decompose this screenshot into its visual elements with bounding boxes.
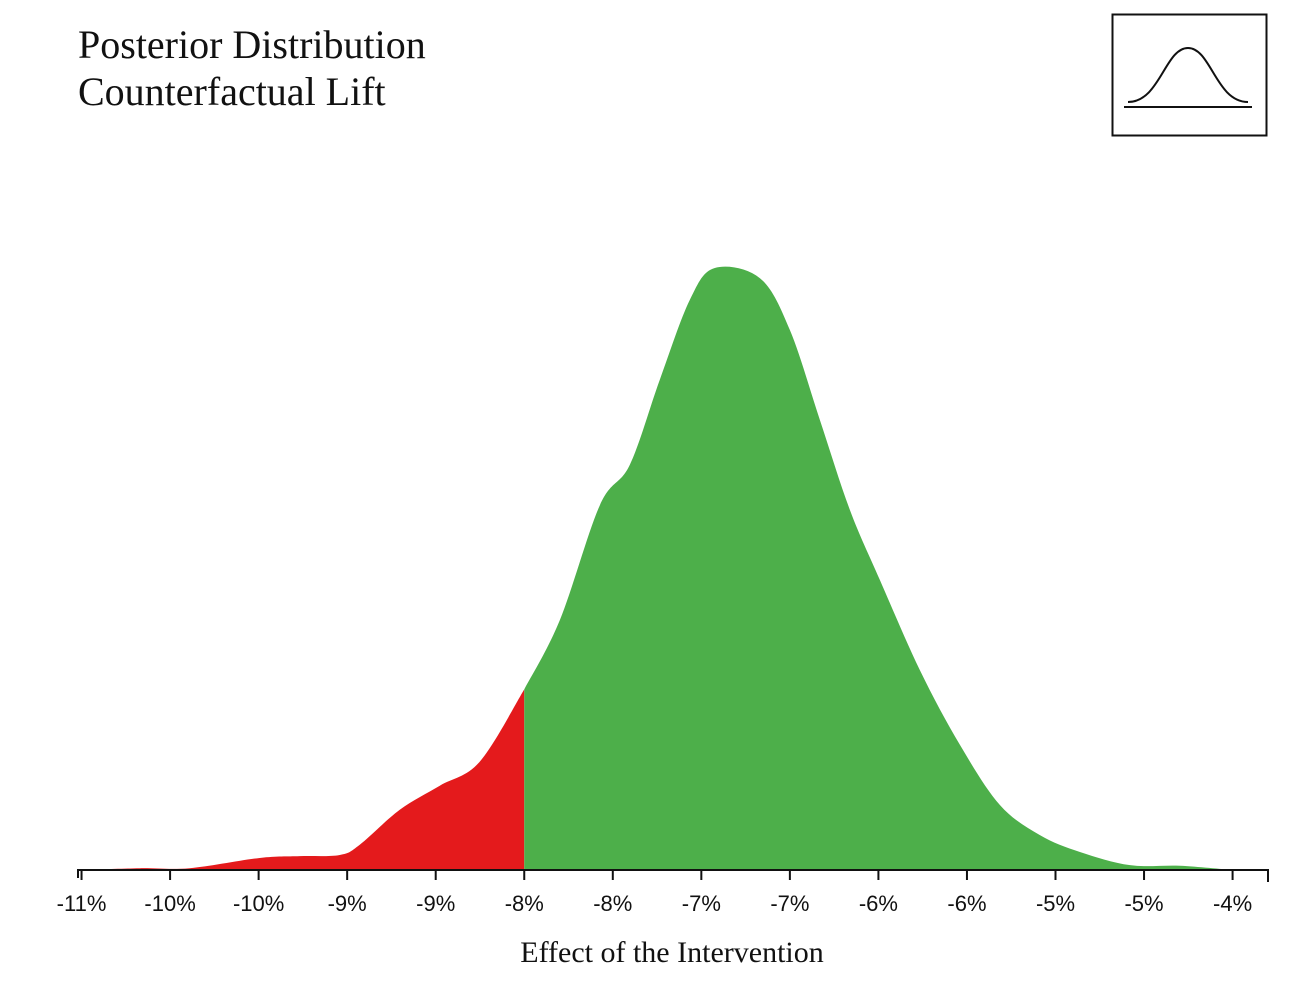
x-tick-label: -11%: [57, 891, 107, 916]
density-area-above: [524, 266, 1233, 871]
x-tick-label: -8%: [593, 891, 632, 916]
distribution-icon: [1111, 13, 1268, 137]
x-tick-label: -10%: [144, 891, 195, 916]
x-tick-label: -7%: [682, 891, 721, 916]
chart-title: Posterior Distribution: [78, 22, 426, 67]
density-area-below: [81, 689, 525, 870]
x-tick-label: -5%: [1036, 891, 1075, 916]
x-tick-label: -4%: [1213, 891, 1252, 916]
x-tick-label: -8%: [505, 891, 544, 916]
x-axis-label: Effect of the Intervention: [520, 936, 824, 969]
x-axis-line: [77, 869, 1269, 882]
x-tick-label: -9%: [416, 891, 455, 916]
x-tick-label: -5%: [1124, 891, 1163, 916]
x-tick-label: -10%: [233, 891, 284, 916]
chart-subtitle: Counterfactual Lift: [78, 69, 386, 114]
x-tick-label: -7%: [770, 891, 809, 916]
icon-curve: [1127, 46, 1249, 103]
x-tick-label: -6%: [859, 891, 898, 916]
x-tick-label: -9%: [328, 891, 367, 916]
icon-frame: [1111, 13, 1268, 137]
x-tick-label: -6%: [947, 891, 986, 916]
